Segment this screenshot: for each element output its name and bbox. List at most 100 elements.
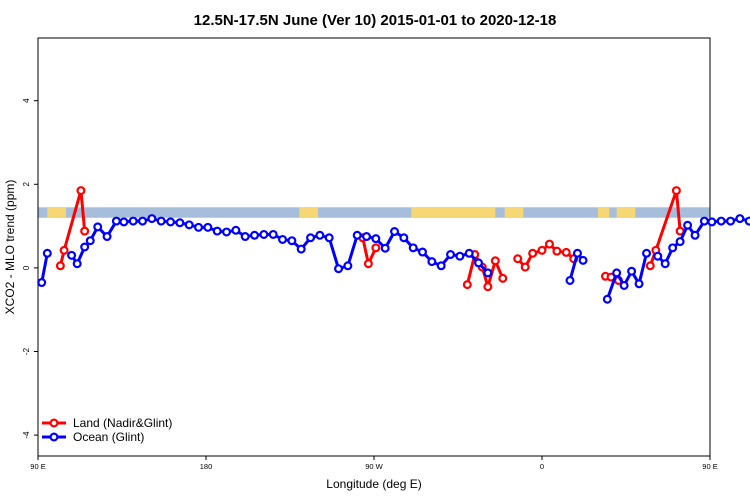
y-axis-label: XCO2 - MLO trend (ppm) (3, 180, 17, 315)
chart-title: 12.5N-17.5N June (Ver 10) 2015-01-01 to … (194, 12, 557, 29)
data-point (490, 256, 500, 266)
data-point (334, 264, 344, 274)
strip-land (47, 207, 66, 218)
data-point (653, 251, 663, 261)
x-tick-label: 180 (200, 462, 213, 471)
data-point (671, 186, 681, 196)
y-tick-label: 0 (22, 265, 31, 270)
data-point (362, 232, 372, 242)
data-point (726, 216, 736, 226)
data-point (735, 214, 745, 224)
data-point (67, 250, 77, 260)
data-point (102, 232, 112, 242)
data-point (194, 222, 204, 232)
strip-land (504, 207, 524, 218)
data-point (483, 268, 493, 278)
data-point (520, 262, 530, 272)
x-tick-label: 90 E (702, 462, 717, 471)
data-point (380, 243, 390, 253)
data-point (156, 216, 166, 226)
data-point (55, 261, 65, 271)
data-point (278, 234, 288, 244)
data-point (296, 244, 306, 254)
data-point (716, 216, 726, 226)
legend: Land (Nadir&Glint)Ocean (Glint) (42, 416, 172, 444)
data-point (37, 278, 47, 288)
data-point (222, 227, 232, 237)
data-point (268, 229, 278, 239)
y-tick-label: 2 (22, 182, 31, 187)
series-line (648, 189, 682, 267)
data-point (93, 222, 103, 232)
x-tick-label: 90 E (30, 462, 45, 471)
data-point (565, 275, 575, 285)
data-point (59, 245, 69, 255)
data-point (42, 248, 52, 258)
data-point (707, 217, 717, 227)
data-point (119, 217, 129, 227)
data-point (455, 251, 465, 261)
data-point (474, 258, 484, 268)
strip-ocean (38, 207, 710, 218)
data-point (427, 257, 437, 267)
data-point (634, 279, 644, 289)
data-point (690, 230, 700, 240)
data-point (287, 236, 297, 246)
data-point (462, 280, 472, 290)
data-point (612, 268, 622, 278)
data-point (85, 236, 95, 246)
data-point (175, 218, 185, 228)
data-point (483, 282, 493, 292)
data-point (166, 217, 176, 227)
y-tick-label: -2 (22, 347, 31, 355)
data-point (602, 294, 612, 304)
series-line (70, 217, 489, 274)
data-point (231, 225, 241, 235)
x-axis-label: Longitude (deg E) (326, 477, 421, 491)
strip-land (598, 207, 610, 218)
strip-land (411, 207, 496, 218)
data-point (352, 230, 362, 240)
y-axis: -4 -2 0 2 4 (22, 98, 38, 439)
series-land (55, 186, 685, 292)
data-point (619, 280, 629, 290)
data-point (212, 226, 222, 236)
data-point (399, 233, 409, 243)
data-point (464, 248, 474, 258)
data-point (744, 216, 750, 226)
data-point (668, 243, 678, 253)
data-point (371, 234, 381, 244)
data-point (544, 239, 554, 249)
legend-label: Land (Nadir&Glint) (73, 416, 172, 430)
y-tick-label: -4 (22, 431, 31, 439)
legend-swatch-marker (49, 418, 59, 428)
data-point (363, 259, 373, 269)
data-point (498, 273, 508, 283)
y-tick-label: 4 (22, 98, 31, 103)
data-point (343, 261, 353, 271)
series-ocean (37, 214, 750, 304)
data-point (683, 220, 693, 230)
strip-land (616, 207, 636, 218)
data-point (306, 233, 316, 243)
data-point (324, 233, 334, 243)
data-point (418, 247, 428, 257)
data-point (138, 216, 148, 226)
data-point (184, 220, 194, 230)
data-point (561, 247, 571, 257)
data-point (675, 237, 685, 247)
data-point (250, 230, 260, 240)
data-point (528, 248, 538, 258)
data-point (80, 242, 90, 252)
data-point (645, 261, 655, 271)
data-point (203, 222, 213, 232)
data-point (390, 227, 400, 237)
data-point (446, 250, 456, 260)
data-point (552, 246, 562, 256)
data-point (72, 259, 82, 269)
data-point (436, 261, 446, 271)
x-tick-label: 90 W (365, 462, 383, 471)
series-line (40, 252, 49, 283)
legend-label: Ocean (Glint) (73, 430, 144, 444)
